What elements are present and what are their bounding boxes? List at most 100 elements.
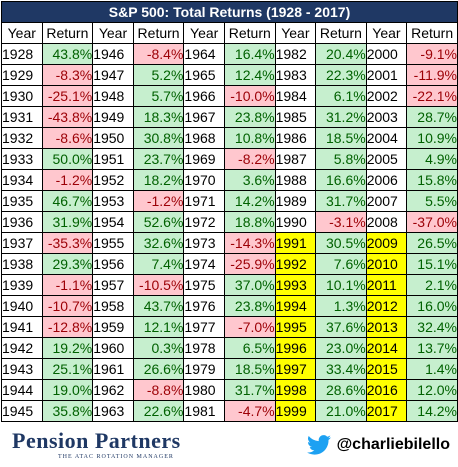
year-cell: 2005 (365, 148, 408, 170)
return-cell: -37.0% (406, 211, 458, 233)
return-cell: 18.3% (132, 106, 185, 128)
return-cell: -43.8% (41, 106, 94, 128)
year-cell: 1960 (92, 337, 134, 359)
year-cell: 2009 (365, 232, 408, 254)
table-row: 1928 43.8% 1946 -8.4% 1964 16.4% 1982 20.4% 2000… (1, 43, 458, 65)
year-cell: 1949 (92, 106, 134, 128)
return-cell: 50.0% (41, 148, 94, 170)
return-cell: -8.8% (132, 379, 185, 401)
return-cell: -35.3% (41, 232, 94, 254)
return-cell: -8.2% (223, 148, 276, 170)
footer: Pension Partners THE ATAC ROTATION MANAG… (0, 423, 458, 467)
return-cell: -4.7% (223, 400, 276, 422)
year-cell: 1976 (183, 295, 225, 317)
table-row: 1945 35.8% 1963 22.6% 1981 -4.7% 1999 21.0% 2017… (1, 400, 458, 422)
year-cell: 1932 (1, 127, 43, 149)
year-cell: 1993 (274, 274, 317, 296)
return-cell: 23.0% (315, 337, 367, 359)
table-row: 1938 29.3% 1956 7.4% 1974 -25.9% 1992 7.6% 2010 1… (1, 253, 458, 275)
year-cell: 1972 (183, 211, 225, 233)
return-cell: -25.9% (223, 253, 276, 275)
year-cell: 1952 (92, 169, 134, 191)
return-cell: 25.1% (41, 358, 94, 380)
table-row: 1940 -10.7% 1958 43.7% 1976 23.8% 1994 1.3% 2012… (1, 295, 458, 317)
year-cell: 2007 (365, 190, 408, 212)
header-return: Return (406, 22, 458, 44)
year-cell: 1958 (92, 295, 134, 317)
return-cell: 7.6% (315, 253, 367, 275)
year-cell: 1962 (92, 379, 134, 401)
year-cell: 1954 (92, 211, 134, 233)
return-cell: -11.9% (406, 64, 458, 86)
return-cell: 46.7% (41, 190, 94, 212)
return-cell: 29.3% (41, 253, 94, 275)
year-cell: 1933 (1, 148, 43, 170)
return-cell: 12.0% (406, 379, 458, 401)
return-cell: 3.6% (223, 169, 276, 191)
table-row: 1929 -8.3% 1947 5.2% 1965 12.4% 1983 22.3% 2001-… (1, 64, 458, 86)
return-cell: 1.4% (406, 358, 458, 380)
year-cell: 1929 (1, 64, 43, 86)
year-cell: 1989 (274, 190, 317, 212)
return-cell: 31.7% (223, 379, 276, 401)
year-cell: 1977 (183, 316, 225, 338)
return-cell: 31.7% (315, 190, 367, 212)
return-cell: 16.0% (406, 295, 458, 317)
return-cell: 6.1% (315, 85, 367, 107)
header-return: Return (41, 22, 94, 44)
year-cell: 1978 (183, 337, 225, 359)
table-row: 1943 25.1% 1961 26.6% 1979 18.5% 1997 33.4% 2015… (1, 358, 458, 380)
returns-table: S&P 500: Total Returns (1928 - 2017) Yea… (1, 1, 458, 422)
year-cell: 2016 (365, 379, 408, 401)
year-cell: 1961 (92, 358, 134, 380)
return-cell: 12.4% (223, 64, 276, 86)
year-cell: 1990 (274, 211, 317, 233)
year-cell: 1996 (274, 337, 317, 359)
return-cell: 5.8% (315, 148, 367, 170)
year-cell: 1964 (183, 43, 225, 65)
return-cell: 20.4% (315, 43, 367, 65)
year-cell: 1957 (92, 274, 134, 296)
return-cell: 32.6% (132, 232, 185, 254)
return-cell: -1.2% (41, 169, 94, 191)
return-cell: 30.5% (315, 232, 367, 254)
year-cell: 1946 (92, 43, 134, 65)
year-cell: 2003 (365, 106, 408, 128)
table-body: 1928 43.8% 1946 -8.4% 1964 16.4% 1982 20.4% 2000… (1, 43, 458, 422)
year-cell: 2008 (365, 211, 408, 233)
return-cell: 6.5% (223, 337, 276, 359)
handle-text: @charliebilello (336, 436, 450, 453)
return-cell: 5.5% (406, 190, 458, 212)
year-cell: 1963 (92, 400, 134, 422)
table-row: 1931 -43.8% 1949 18.3% 1967 23.8% 1985 31.2% 200… (1, 106, 458, 128)
year-cell: 1966 (183, 85, 225, 107)
return-cell: -7.0% (223, 316, 276, 338)
year-cell: 1941 (1, 316, 43, 338)
year-cell: 2011 (365, 274, 408, 296)
return-cell: 14.2% (406, 400, 458, 422)
return-cell: -1.2% (132, 190, 185, 212)
return-cell: -3.1% (315, 211, 367, 233)
return-cell: -10.7% (41, 295, 94, 317)
year-cell: 1983 (274, 64, 317, 86)
year-cell: 1984 (274, 85, 317, 107)
return-cell: 19.2% (41, 337, 94, 359)
year-cell: 1928 (1, 43, 43, 65)
year-cell: 1998 (274, 379, 317, 401)
return-cell: 19.0% (41, 379, 94, 401)
return-cell: -8.6% (41, 127, 94, 149)
year-cell: 1979 (183, 358, 225, 380)
year-cell: 1938 (1, 253, 43, 275)
year-cell: 1969 (183, 148, 225, 170)
return-cell: 52.6% (132, 211, 185, 233)
logo-text: Pension Partners (12, 428, 181, 453)
table-row: 1941 -12.8% 1959 12.1% 1977 -7.0% 1995 37.6% 201… (1, 316, 458, 338)
year-cell: 1935 (1, 190, 43, 212)
return-cell: -8.4% (132, 43, 185, 65)
return-cell: 31.9% (41, 211, 94, 233)
year-cell: 1959 (92, 316, 134, 338)
return-cell: 10.1% (315, 274, 367, 296)
year-cell: 2002 (365, 85, 408, 107)
year-cell: 1970 (183, 169, 225, 191)
